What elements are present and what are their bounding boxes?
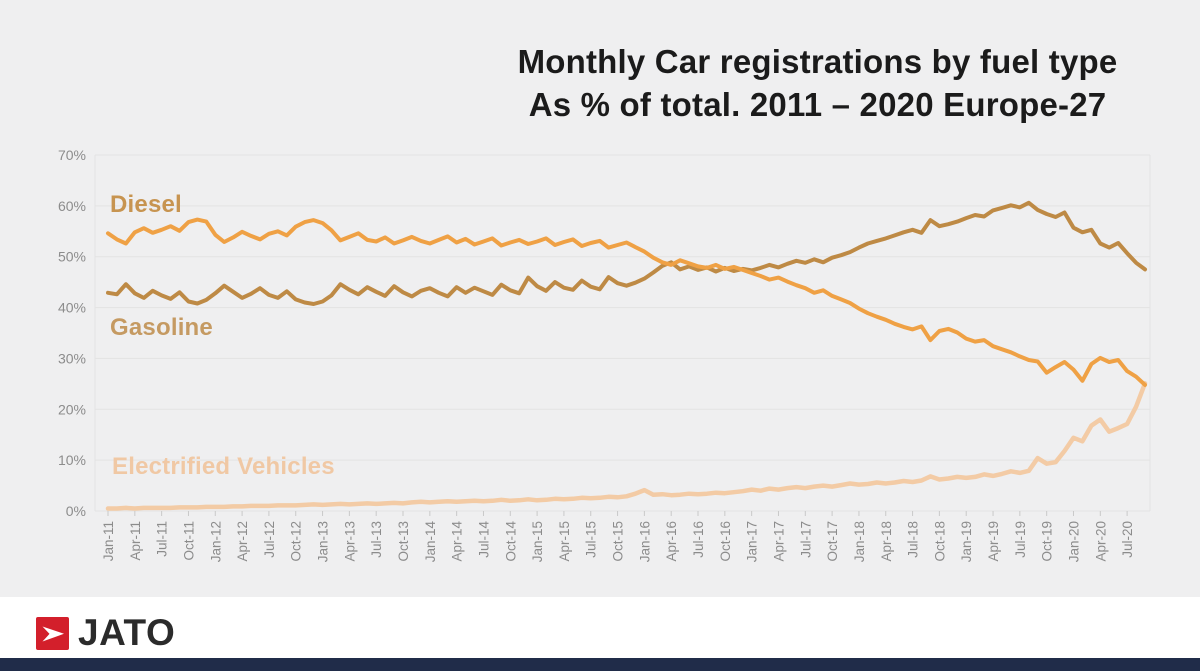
x-axis-label: Jul-17 (798, 521, 813, 558)
x-axis-label: Jul-11 (155, 521, 170, 557)
x-axis-label: Jan-16 (637, 521, 652, 562)
x-axis-label: Jan-12 (208, 521, 223, 562)
y-axis-label: 10% (58, 452, 86, 468)
electrified-vehicles-series-label: Electrified Vehicles (112, 453, 335, 480)
gasoline-series-label: Gasoline (110, 314, 213, 341)
x-axis-label: Apr-15 (557, 521, 572, 562)
y-axis-label: 30% (58, 350, 86, 366)
chart-title-line1: Monthly Car registrations by fuel type (517, 43, 1118, 80)
footer: JATO (0, 597, 1200, 658)
x-axis-label: Jan-20 (1066, 521, 1081, 562)
x-axis-label: Oct-17 (825, 521, 840, 562)
y-axis-label: 20% (58, 401, 86, 417)
bottom-accent-bar (0, 658, 1200, 671)
electrified-vehicles-line (105, 381, 1148, 511)
chart-title: Monthly Car registrations by fuel type A… (435, 40, 1200, 126)
jato-arrow-icon (36, 616, 69, 650)
x-axis-label: Oct-15 (611, 521, 626, 562)
x-axis-label: Oct-19 (1040, 521, 1055, 562)
x-axis-label: Jul-15 (584, 521, 599, 558)
gasoline-line (106, 200, 1147, 306)
chart-canvas: 0% 10% 20% 30% 40% 50% 60% 70% Jan-11 Apr-11 Jul-1… (0, 0, 1200, 597)
x-axis-label: Jan-13 (316, 521, 331, 562)
diesel-series-label: Diesel (110, 191, 182, 218)
x-axis-label: Apr-14 (450, 521, 465, 562)
x-axis-label: Jan-14 (423, 521, 438, 563)
diesel-line (106, 217, 1147, 387)
x-axis-label: Oct-13 (396, 521, 411, 562)
y-axis-label: 40% (58, 300, 86, 316)
x-axis-label: Jan-17 (745, 521, 760, 562)
jato-logo: JATO (36, 612, 175, 654)
jato-arrow-glyph (42, 626, 64, 641)
x-axis-label: Jul-16 (691, 521, 706, 558)
x-axis-label: Jul-18 (906, 521, 921, 558)
x-axis-label: Apr-18 (879, 521, 894, 562)
x-axis-label: Apr-20 (1093, 521, 1108, 562)
x-axis-label: Oct-14 (503, 521, 518, 562)
x-axis-label: Jan-15 (530, 521, 545, 562)
x-axis-label: Jul-14 (476, 521, 491, 558)
jato-logo-text: JATO (78, 612, 176, 653)
x-axis-label: Jul-20 (1120, 521, 1135, 558)
x-axis-label: Apr-12 (235, 521, 250, 562)
x-axis-label: Oct-16 (718, 521, 733, 562)
x-axis-label: Apr-19 (986, 521, 1001, 562)
x-axis-label: Apr-11 (128, 521, 143, 561)
y-axis-label: 60% (58, 198, 86, 214)
x-axis-label: Jul-13 (369, 521, 384, 558)
y-axis-label: 50% (58, 249, 86, 265)
x-axis-label: Apr-17 (771, 521, 786, 562)
x-axis-label: Jan-18 (852, 521, 867, 562)
x-axis-label: Jan-11 (101, 521, 116, 561)
fuel-share-line-chart: 0% 10% 20% 30% 40% 50% 60% 70% Jan-11 Apr-11 Jul-1… (58, 147, 1151, 563)
x-axis-label: Jul-19 (1013, 521, 1028, 558)
y-axis-label: 70% (58, 147, 86, 163)
x-axis-label: Oct-18 (932, 521, 947, 562)
x-axis-label: Apr-16 (664, 521, 679, 562)
x-axis-label: Oct-11 (181, 521, 196, 561)
x-axis-label: Apr-13 (342, 521, 357, 562)
chart-title-line2: As % of total. 2011 – 2020 Europe-27 (528, 86, 1107, 123)
x-axis-label: Jan-19 (959, 521, 974, 562)
x-axis-label: Oct-12 (289, 521, 304, 562)
x-axis-label: Jul-12 (262, 521, 277, 558)
y-axis-label: 0% (66, 503, 86, 519)
